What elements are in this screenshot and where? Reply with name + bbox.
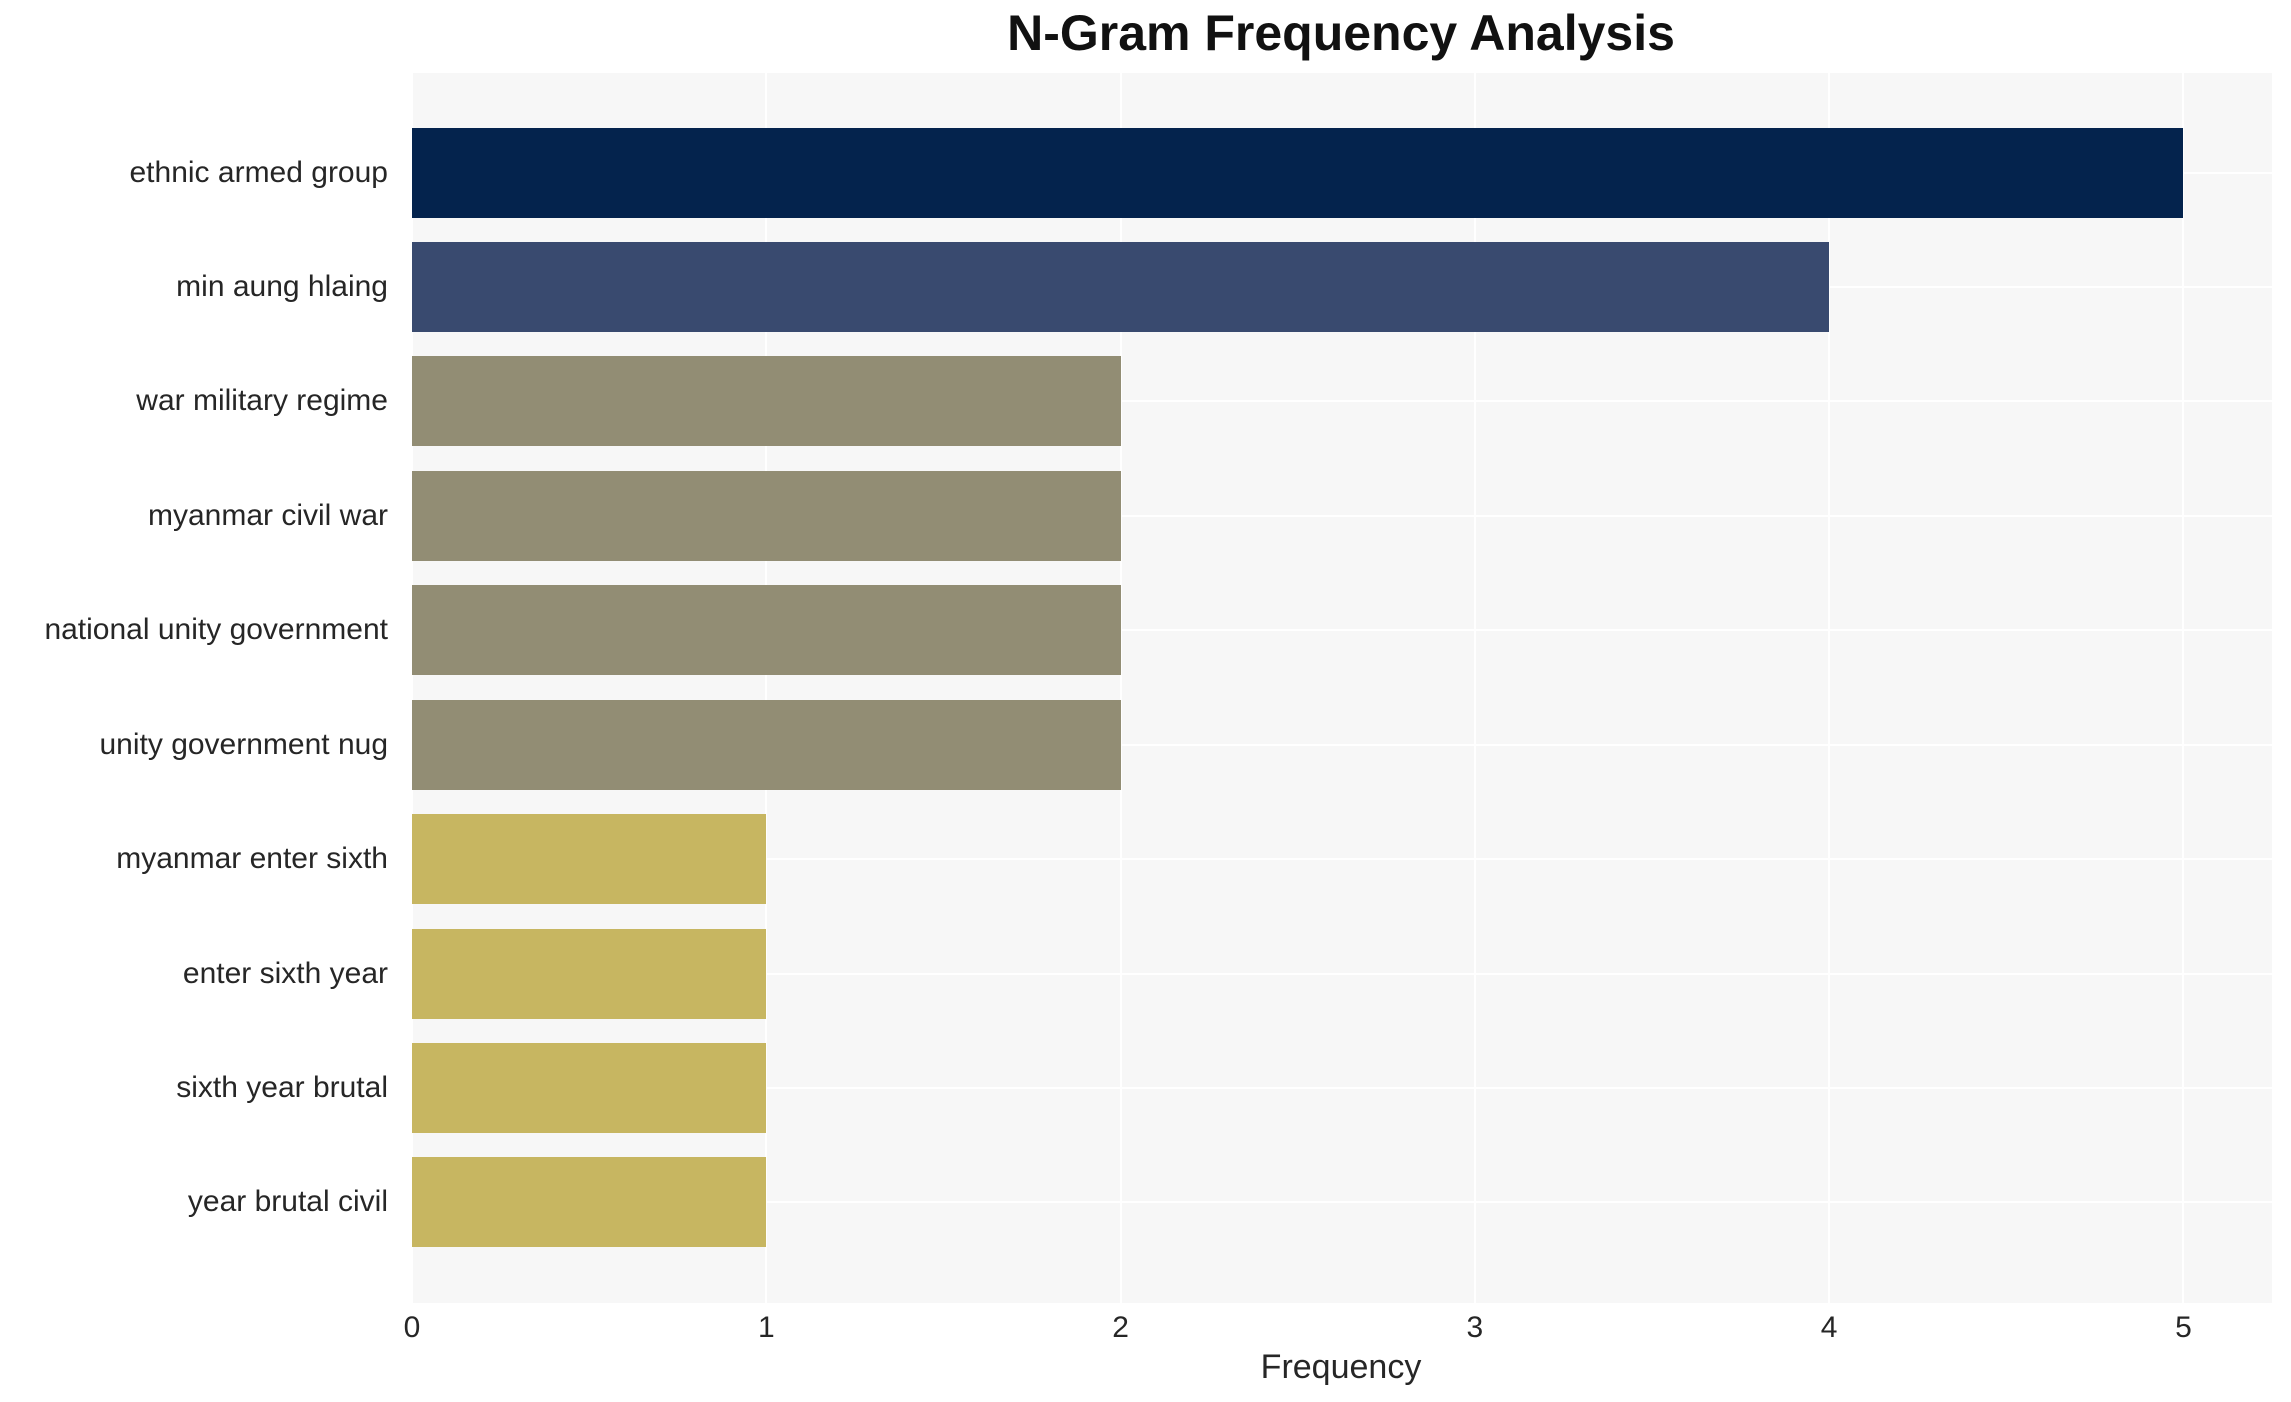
y-tick-label: myanmar enter sixth: [116, 842, 388, 876]
y-tick-label: min aung hlaing: [176, 269, 388, 303]
bar-enter-sixth-year: [412, 928, 767, 1019]
gridline-horizontal: [412, 400, 2272, 403]
bar-myanmar-enter-sixth: [412, 814, 767, 905]
x-axis-label: Frequency: [1260, 1348, 1422, 1386]
y-tick-label: sixth year brutal: [176, 1071, 388, 1105]
gridline-vertical: [1828, 73, 1831, 1303]
y-tick-label: ethnic armed group: [129, 155, 389, 189]
x-tick-label: 1: [757, 1311, 775, 1344]
x-tick-label: 2: [1112, 1311, 1129, 1344]
bar-national-unity-government: [412, 585, 1121, 676]
x-tick-label: 4: [1820, 1311, 1838, 1344]
bar-ethnic-armed-group: [412, 127, 2184, 218]
plot-area: [411, 73, 2272, 1303]
bar-myanmar-civil-war: [412, 470, 1121, 561]
y-tick-label: enter sixth year: [182, 956, 388, 990]
gridline-horizontal: [412, 629, 2272, 632]
gridline-vertical: [1473, 73, 1476, 1303]
y-tick-label: national unity government: [44, 613, 388, 647]
gridline-horizontal: [412, 858, 2272, 861]
gridline-horizontal: [412, 743, 2272, 746]
gridline-horizontal: [412, 514, 2272, 517]
gridline-horizontal: [412, 972, 2272, 975]
gridline-horizontal: [412, 1087, 2272, 1090]
x-tick-label: 5: [2175, 1311, 2192, 1344]
bar-min-aung-hlaing: [412, 241, 1830, 332]
gridline-vertical: [1119, 73, 1122, 1303]
bar-unity-government-nug: [412, 699, 1121, 790]
y-tick-label: war military regime: [136, 384, 388, 418]
bar-sixth-year-brutal: [412, 1043, 767, 1134]
gridline-vertical: [2182, 73, 2185, 1303]
gridline-horizontal: [412, 1201, 2272, 1204]
y-tick-label: year brutal civil: [187, 1185, 388, 1219]
y-tick-label: unity government nug: [99, 727, 388, 761]
y-tick-label: myanmar civil war: [147, 498, 388, 532]
chart-title: N-Gram Frequency Analysis: [1007, 5, 1675, 61]
x-tick-label: 3: [1466, 1311, 1484, 1344]
bar-year-brutal-civil: [412, 1157, 767, 1248]
x-tick-label: 0: [403, 1311, 421, 1344]
bar-war-military-regime: [412, 356, 1121, 447]
gridline-vertical: [765, 73, 768, 1303]
gridline-vertical: [411, 73, 413, 1303]
